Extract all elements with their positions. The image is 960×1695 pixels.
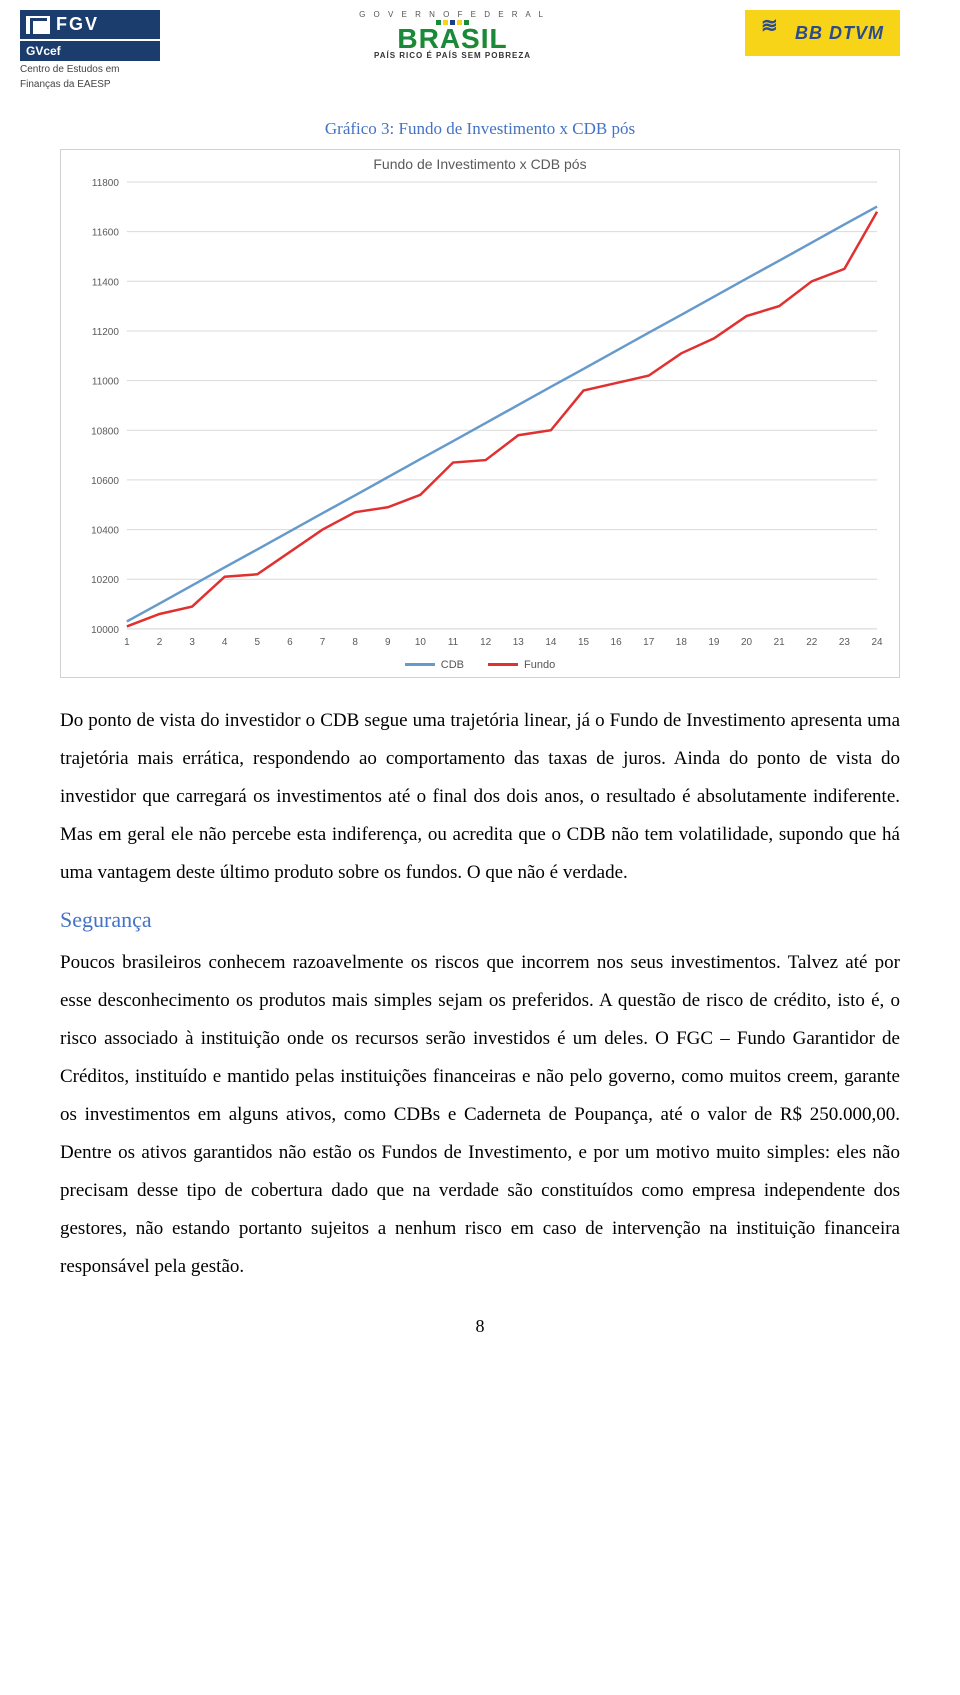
logo-brasil: G O V E R N O F E D E R A L BRASIL PAÍS … (359, 10, 546, 60)
svg-text:6: 6 (287, 637, 293, 648)
svg-text:10800: 10800 (91, 426, 119, 437)
chart-title: Fundo de Investimento x CDB pós (71, 156, 889, 172)
svg-text:9: 9 (385, 637, 391, 648)
svg-text:4: 4 (222, 637, 228, 648)
fgv-subtitle-2: Finanças da EAESP (20, 79, 160, 91)
svg-text:22: 22 (806, 637, 818, 648)
svg-text:7: 7 (320, 637, 326, 648)
fgv-subtitle-1: Centro de Estudos em (20, 64, 160, 76)
paragraph-2: Poucos brasileiros conhecem razoavelment… (60, 944, 900, 1286)
svg-text:10: 10 (415, 637, 427, 648)
svg-text:15: 15 (578, 637, 590, 648)
svg-text:13: 13 (513, 637, 525, 648)
svg-text:1: 1 (124, 637, 130, 648)
svg-text:10400: 10400 (91, 526, 119, 537)
fgv-mark-icon (26, 16, 50, 34)
line-chart: 10000 10200 10400 10600 10800 11000 11200 11400… (71, 176, 889, 655)
svg-text:2: 2 (157, 637, 163, 648)
page-number: 8 (60, 1316, 900, 1337)
svg-text:19: 19 (708, 637, 720, 648)
heading-seguranca: Segurança (60, 898, 900, 942)
svg-text:11400: 11400 (92, 277, 119, 288)
fgv-text: FGV (56, 14, 99, 35)
svg-text:5: 5 (255, 637, 261, 648)
chart-container: Fundo de Investimento x CDB pós 10000102… (60, 149, 900, 678)
gvcef-label: GVcef (20, 41, 160, 61)
legend-item: CDB (405, 659, 464, 671)
svg-text:14: 14 (545, 637, 557, 648)
svg-text:10600: 10600 (91, 476, 119, 487)
brasil-sub-label: PAÍS RICO É PAÍS SEM POBREZA (359, 51, 546, 60)
svg-text:8: 8 (352, 637, 358, 648)
svg-text:11000: 11000 (92, 377, 119, 388)
svg-text:10000: 10000 (91, 625, 119, 636)
brasil-main-label: BRASIL (359, 26, 546, 51)
paragraph-1: Do ponto de vista do investidor o CDB se… (60, 702, 900, 892)
svg-text:3: 3 (189, 637, 195, 648)
svg-text:23: 23 (839, 637, 851, 648)
chart-caption: Gráfico 3: Fundo de Investimento x CDB p… (60, 119, 900, 139)
document-page: FGV GVcef Centro de Estudos em Finanças … (0, 0, 960, 1377)
svg-text:11: 11 (448, 637, 459, 648)
legend-item: Fundo (488, 659, 555, 671)
logo-fgv: FGV GVcef Centro de Estudos em Finanças … (20, 10, 160, 91)
logo-bbdtvm: ≋ BB DTVM (745, 10, 900, 56)
svg-text:18: 18 (676, 637, 688, 648)
svg-text:20: 20 (741, 637, 753, 648)
svg-text:24: 24 (871, 637, 883, 648)
chart-legend: CDB Fundo (71, 655, 889, 673)
legend-swatch-icon (405, 663, 435, 666)
bbdtvm-text: BB DTVM (795, 23, 884, 44)
legend-label: CDB (441, 659, 464, 671)
body-text: Do ponto de vista do investidor o CDB se… (60, 702, 900, 1286)
svg-text:17: 17 (643, 637, 655, 648)
svg-text:12: 12 (480, 637, 492, 648)
brasil-top-label: G O V E R N O F E D E R A L (359, 10, 546, 19)
logos-header: FGV GVcef Centro de Estudos em Finanças … (20, 10, 930, 101)
svg-text:11200: 11200 (92, 327, 119, 338)
legend-label: Fundo (524, 659, 555, 671)
svg-text:21: 21 (774, 637, 786, 648)
bb-mark-icon: ≋ (761, 20, 787, 46)
svg-text:11600: 11600 (92, 228, 119, 239)
legend-swatch-icon (488, 663, 518, 666)
svg-text:16: 16 (611, 637, 623, 648)
svg-text:11800: 11800 (92, 178, 119, 189)
svg-text:10200: 10200 (91, 575, 119, 586)
